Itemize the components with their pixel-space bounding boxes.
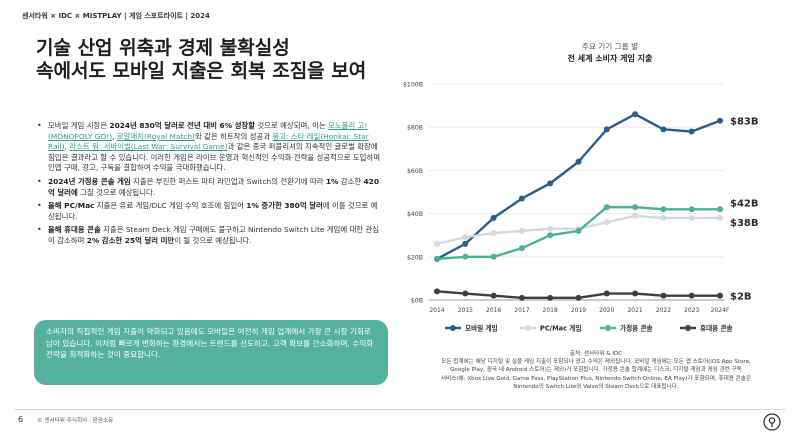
data-point: [688, 206, 695, 213]
data-point: [603, 290, 610, 297]
y-tick-label: $0B: [411, 298, 423, 305]
data-point: [518, 195, 525, 202]
data-point: [632, 204, 639, 211]
data-point: [462, 253, 469, 260]
data-point: [547, 294, 554, 301]
data-point: [603, 126, 610, 133]
footer-copyright: © 센서타워 주식회사 · 판권소유: [37, 418, 114, 424]
source-line-5: Nintendo의 Switch Lite와 Valve의 Steam Deck…: [513, 383, 679, 390]
y-tick-label: $80B: [407, 125, 423, 132]
data-point: [688, 214, 695, 221]
link-honkai-star-rail[interactable]: 붕괴: 스타 레일(Honkai: Star Rail): [48, 131, 369, 152]
series-end-label: $83B: [730, 117, 759, 128]
data-point: [490, 214, 497, 221]
bullet-mobile: 모바일 게임 시장은 2024년 830억 달러로 전년 대비 6% 성장할 것…: [36, 121, 384, 174]
series-line: [436, 113, 721, 261]
data-point: [547, 232, 554, 239]
data-point: [575, 158, 582, 165]
legend-marker: [605, 325, 611, 331]
data-point: [490, 292, 497, 299]
link-last-war[interactable]: 라스트 워: 서바이벌(Last War: Survival Game): [69, 142, 228, 152]
data-point: [518, 245, 525, 252]
data-point: [575, 294, 582, 301]
series-end-label: $42B: [730, 198, 759, 209]
source-line-4: 서비스(예: Xbox Live Gold, Game Pass, PlaySt…: [440, 375, 752, 382]
data-point: [434, 240, 440, 247]
data-point: [462, 240, 469, 247]
data-point: [434, 288, 440, 295]
x-tick-label: 2015: [458, 307, 473, 314]
page-title: 기술 산업 위축과 경제 불확실성 속에서도 모바일 지출은 회복 조짐을 보여: [36, 37, 396, 83]
spending-line-chart: $0B $20B $40B $60B $80B $100B 2014 2015 2016 2017…: [403, 82, 759, 333]
link-royal-match[interactable]: 로얄매치(Royal Match): [116, 131, 195, 141]
x-tick-label: 2017: [514, 307, 529, 314]
source-line-2: 모든 합계에는 해당 디지털 및 실물 게임 지출이 포함되나 광고 수익은 제…: [441, 359, 751, 366]
data-point: [490, 253, 497, 260]
legend-label: 모바일 게임: [465, 324, 498, 333]
y-tick-label: $60B: [407, 168, 423, 175]
data-point: [660, 206, 667, 213]
bullet-home-console: 2024년 가정용 콘솔 게임 지출은 부진한 퍼스트 파티 라인업과 Swit…: [36, 177, 384, 198]
x-tick-label: 2016: [486, 307, 501, 314]
legend-marker: [685, 325, 691, 331]
series-end-label: $38B: [730, 218, 759, 229]
page-number: 6: [18, 415, 24, 424]
report-header: 센서타워 × IDC × MISTPLAY | 게임 스포트라이트 | 2024: [22, 12, 210, 20]
x-tick-label: 2024F: [711, 307, 730, 314]
data-point: [547, 180, 554, 187]
data-point: [434, 255, 440, 262]
data-point: [462, 290, 469, 297]
source-line-3: Google Play, 중국 내 Android 스토어)는 제외)가 포함됩…: [450, 367, 742, 374]
legend-label: PC/Mac 게임: [540, 324, 581, 333]
y-tick-label: $100B: [403, 82, 423, 89]
x-tick-label: 2014: [429, 307, 444, 314]
x-tick-label: 2020: [599, 307, 614, 314]
legend-marker: [525, 325, 531, 331]
series-end-label: $2B: [730, 292, 752, 303]
legend-label: 가정용 콘솔: [620, 324, 653, 333]
data-point: [632, 111, 639, 118]
data-point: [518, 294, 525, 301]
y-tick-label: $40B: [407, 211, 423, 218]
data-point: [688, 292, 695, 299]
data-point: [632, 212, 639, 219]
data-point: [717, 206, 723, 213]
bullet-list: 모바일 게임 시장은 2024년 830억 달러로 전년 대비 6% 성장할 것…: [36, 121, 384, 250]
callout-box: 소비자의 직접적인 게임 지출이 약화되고 있음에도 모바일은 여전히 게임 업…: [34, 320, 388, 385]
legend-marker: [450, 325, 456, 331]
chart-subtitle: 주요 기기 그룹 별: [581, 42, 639, 51]
data-point: [717, 214, 723, 221]
data-point: [603, 204, 610, 211]
data-point: [717, 117, 723, 124]
bullet-handheld-console: 올해 휴대용 콘솔 지출은 Steam Deck 게임 구매에도 불구하고 Ni…: [36, 225, 384, 246]
data-point: [660, 126, 667, 133]
x-tick-label: 2023: [684, 307, 699, 314]
chart-title: 전 세계 소비자 게임 지출: [567, 54, 653, 63]
footer-divider: [14, 409, 786, 410]
brand-logo-icon: [763, 413, 781, 431]
data-point: [518, 227, 525, 234]
x-tick-label: 2018: [543, 307, 558, 314]
data-point: [575, 227, 582, 234]
data-point: [717, 292, 723, 299]
data-point: [603, 219, 610, 226]
link-monopoly-go[interactable]: 모노폴리 고!(MONOPOLY GO!): [48, 121, 368, 141]
data-point: [490, 230, 497, 237]
x-tick-label: 2021: [627, 307, 642, 314]
title-line-2: 속에서도 모바일 지출은 회복 조짐을 보여: [36, 60, 367, 82]
legend-label: 휴대용 콘솔: [700, 324, 733, 333]
source-line-1: 출처: 센서타워 & IDC: [569, 351, 623, 357]
x-tick-label: 2019: [571, 307, 586, 314]
data-point: [547, 225, 554, 232]
y-tick-label: $20B: [407, 254, 423, 261]
data-point: [688, 128, 695, 135]
data-point: [462, 234, 469, 241]
data-point: [632, 290, 639, 297]
x-tick-label: 2022: [656, 307, 671, 314]
data-point: [660, 214, 667, 221]
data-point: [660, 292, 667, 299]
bullet-pc-mac: 올해 PC/Mac 지출은 유료 게임/DLC 게임 수익 호조에 힘입어 1%…: [36, 201, 384, 222]
source-note: 출처: 센서타워 & IDC 모든 합계에는 해당 디지털 및 실물 게임 지출…: [406, 350, 786, 391]
title-line-1: 기술 산업 위축과 경제 불확실성: [36, 37, 290, 59]
